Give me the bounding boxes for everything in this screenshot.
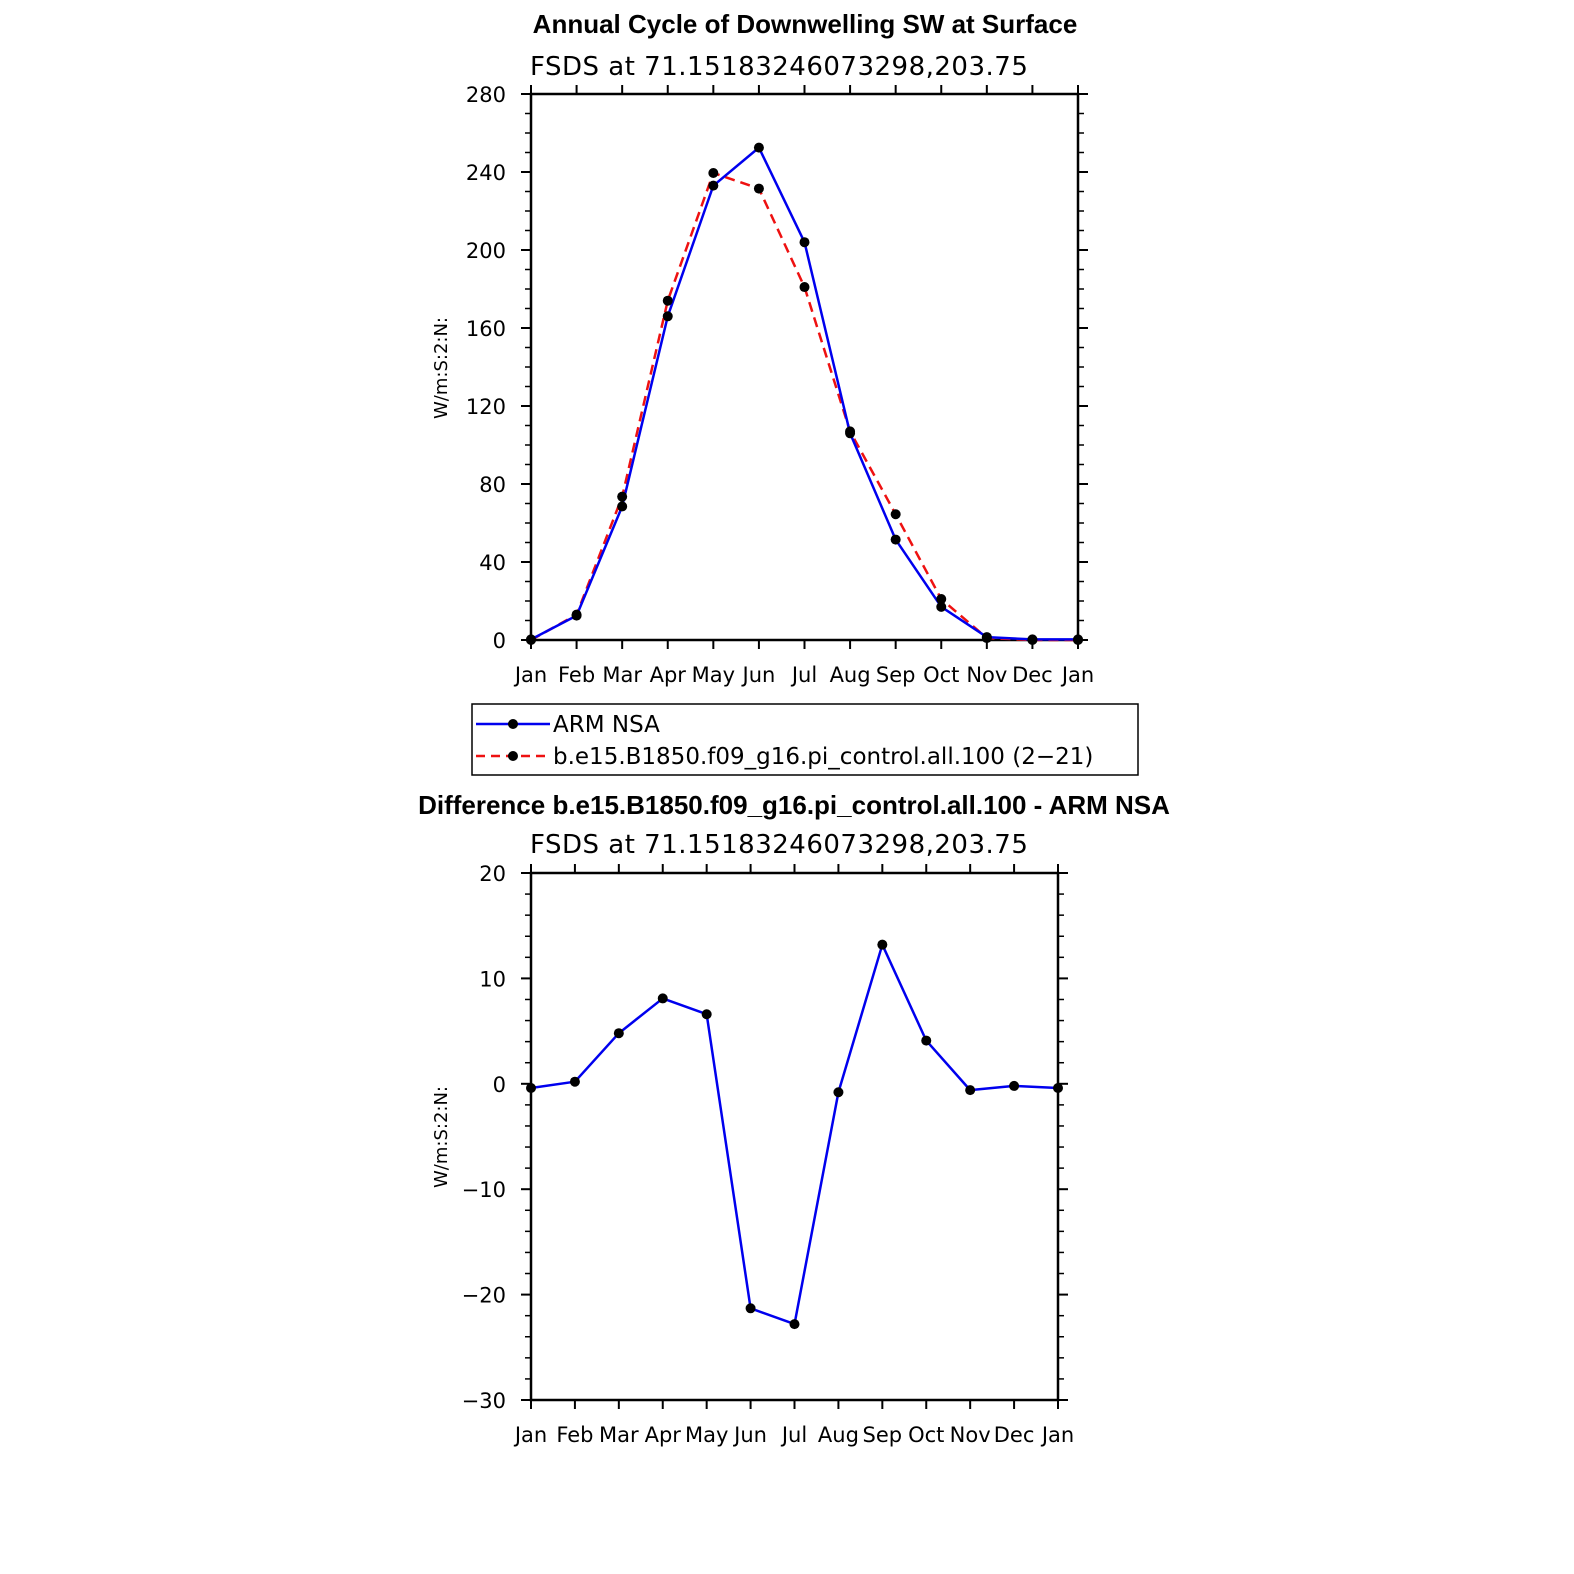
- chart1-ytick-label: 240: [466, 161, 506, 185]
- chart1-xtick-label: Nov: [966, 663, 1007, 687]
- chart1-xtick-label: Jan: [1060, 663, 1094, 687]
- chart2-xtick-label: Sep: [863, 1423, 903, 1447]
- chart1-xtick-label: Sep: [876, 663, 916, 687]
- chart2-series-0-point: [526, 1083, 536, 1094]
- chart1-series-1-point: [617, 491, 628, 502]
- legend-marker-arm-nsa: [508, 719, 518, 729]
- chart1-series-1-point: [845, 426, 856, 437]
- chart2-xtick-label: Jul: [780, 1423, 807, 1447]
- chart1-xtick-label: Jan: [513, 663, 547, 687]
- chart2-xtick-label: Aug: [818, 1423, 859, 1447]
- chart2-xtick-label: May: [685, 1423, 728, 1447]
- chart1-series-1-point: [708, 167, 719, 178]
- legend: ARM NSA b.e15.B1850.f09_g16.pi_control.a…: [471, 703, 1139, 776]
- chart1-ytick-label: 120: [466, 395, 506, 419]
- chart2-series-0-point: [569, 1076, 580, 1087]
- chart2-series-0-line: [530, 943, 1059, 1326]
- chart2-series-0-point: [701, 1009, 712, 1020]
- chart1-ytick-label: 0: [493, 629, 506, 653]
- chart1-series-0-point: [753, 142, 764, 153]
- chart1-series-0-point: [662, 311, 673, 322]
- chart2-ytick-label: 10: [479, 967, 506, 991]
- chart1-series-1-point: [981, 633, 992, 644]
- chart2-ytick-label: 0: [493, 1073, 506, 1097]
- chart1-xtick-label: May: [692, 663, 735, 687]
- chart2-ytick-label: −20: [462, 1284, 506, 1308]
- chart1-xtick-label: Mar: [602, 663, 642, 687]
- chart1-ytick-label: 200: [466, 239, 506, 263]
- chart1-series-0-point: [708, 180, 719, 191]
- chart1-series-1-point: [936, 594, 947, 605]
- chart2-xtick-label: Mar: [599, 1423, 639, 1447]
- chart2-xtick-label: Nov: [950, 1423, 991, 1447]
- chart1-series-0-point: [936, 601, 947, 612]
- chart2-plot: Jan Feb Mar Apr May Jun Jul Aug Sep Oct Nov Dec Jan−…: [462, 862, 1075, 1447]
- chart2-series-0-point: [613, 1028, 624, 1039]
- legend-label-model: b.e15.B1850.f09_g16.pi_control.all.100 (…: [553, 744, 1093, 770]
- chart1-ytick-label: 40: [479, 551, 506, 575]
- chart2-xtick-label: Oct: [908, 1423, 944, 1447]
- chart1-series-1-point: [1073, 635, 1083, 645]
- chart1-series-1-point: [799, 282, 810, 293]
- chart2-series-0-point: [877, 939, 888, 950]
- chart1-series-0-point: [617, 501, 628, 512]
- chart2-xtick-label: Apr: [645, 1423, 682, 1447]
- chart1-series-1-point: [662, 295, 673, 306]
- chart2-series-0-point: [657, 993, 668, 1004]
- chart1-series-1-point: [526, 635, 536, 645]
- chart1-series-1-point: [1027, 635, 1038, 645]
- chart2-series-0-point: [1053, 1083, 1063, 1094]
- chart2-title: Difference b.e15.B1850.f09_g16.pi_contro…: [418, 790, 1170, 820]
- chart2-ytick-label: −30: [462, 1389, 506, 1413]
- chart2-series-0-point: [1009, 1080, 1020, 1091]
- chart2-xtick-label: Jan: [1040, 1423, 1074, 1447]
- chart2-ylabel: W/m:S:2:N:: [431, 1086, 452, 1188]
- chart1-series-1-point: [753, 183, 764, 194]
- chart2-ytick-label: −10: [462, 1178, 506, 1202]
- chart1-xtick-label: Aug: [830, 663, 871, 687]
- chart1-ylabel: W/m:S:2:N:: [431, 317, 452, 419]
- chart2-subtitle: FSDS at 71.15183246073298,203.75: [530, 830, 1028, 860]
- chart1-series-1-point: [571, 609, 582, 620]
- chart2-xtick-label: Dec: [994, 1423, 1035, 1447]
- chart2-series-0-point: [833, 1087, 844, 1098]
- legend-box: [471, 703, 1139, 776]
- chart1-ytick-label: 160: [466, 317, 506, 341]
- chart1-series-0-point: [890, 534, 901, 545]
- chart2-xtick-label: Jun: [732, 1423, 767, 1447]
- chart1-title: Annual Cycle of Downwelling SW at Surfac…: [533, 9, 1078, 39]
- chart2-xtick-label: Jan: [513, 1423, 547, 1447]
- chart2-xtick-label: Feb: [556, 1423, 593, 1447]
- legend-marker-model: [508, 751, 518, 761]
- chart2-series-0-point: [921, 1035, 932, 1046]
- chart1-subtitle: FSDS at 71.15183246073298,203.75: [530, 52, 1028, 82]
- chart1-ytick-label: 80: [479, 473, 506, 497]
- chart1-series-0-line: [530, 146, 1078, 641]
- chart2-series-0-point: [965, 1085, 976, 1096]
- chart1-plot: Jan Feb Mar Apr May Jun Jul Aug Sep Oct Nov Dec Jan 0…: [466, 83, 1094, 687]
- chart1-frame: [529, 92, 1080, 642]
- chart2-ytick-label: 20: [479, 862, 506, 886]
- chart2-series-0-point: [789, 1319, 800, 1330]
- chart1-xtick-label: Feb: [558, 663, 595, 687]
- chart1-xtick-label: Jul: [790, 663, 817, 687]
- chart2-series-0-point: [745, 1303, 756, 1314]
- chart1-xtick-label: Dec: [1012, 663, 1053, 687]
- chart1-xtick-label: Apr: [650, 663, 687, 687]
- legend-label-arm-nsa: ARM NSA: [553, 712, 660, 738]
- chart1-ytick-label: 280: [466, 83, 506, 107]
- chart1-series-0-point: [799, 237, 810, 248]
- chart1-xtick-label: Oct: [923, 663, 959, 687]
- chart1-xtick-label: Jun: [741, 663, 776, 687]
- chart1-series-1-point: [890, 509, 901, 520]
